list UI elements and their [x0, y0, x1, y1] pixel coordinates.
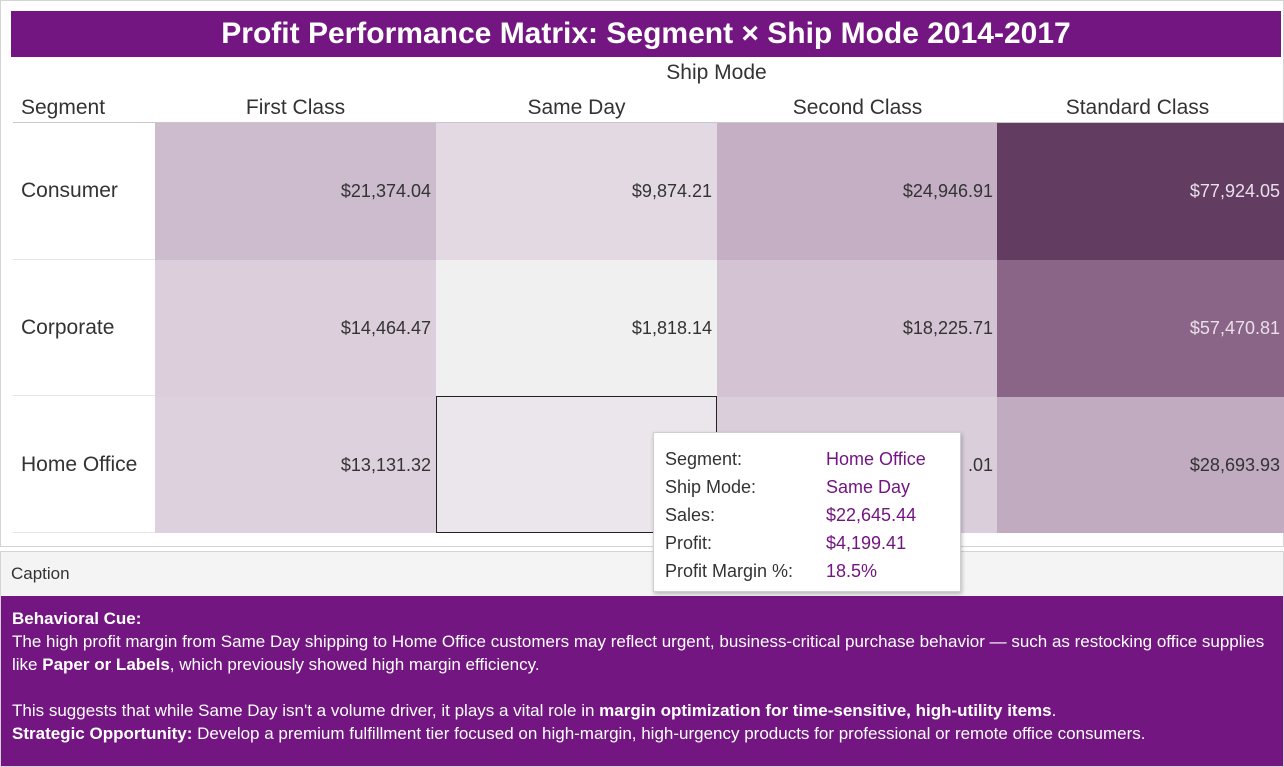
cell-consumer-second-class[interactable]: $24,946.91 [717, 123, 998, 260]
tooltip-row-profit-margin: Profit Margin %: 18.5% [665, 557, 960, 585]
tooltip-key: Profit Margin %: [665, 561, 794, 581]
tooltip-value: $4,199.41 [826, 533, 907, 553]
cell-home-office-first-class[interactable]: $13,131.32 [155, 397, 436, 533]
tooltip: Segment: Home Office Ship Mode: Same Day… [653, 432, 961, 592]
cell-consumer-standard-class[interactable]: $77,924.05 [997, 123, 1284, 260]
strategic-opportunity-text: Strategic Opportunity: Develop a premium… [12, 722, 1273, 745]
viz-panel: Profit Performance Matrix: Segment × Shi… [0, 0, 1284, 547]
suggestion-text: This suggests that while Same Day isn't … [12, 699, 1273, 722]
caption-panel: Caption Behavioral Cue: The high profit … [0, 551, 1284, 767]
strategic-label: Strategic Opportunity: [12, 724, 193, 743]
caption-body: Behavioral Cue: The high profit margin f… [1, 596, 1283, 766]
row-header-segment: Segment [21, 96, 106, 119]
p1-end: , which previously showed high margin ef… [169, 655, 540, 674]
tooltip-row-sales: Sales: $22,645.44 [665, 501, 960, 529]
chart-title: Profit Performance Matrix: Segment × Shi… [11, 11, 1281, 57]
cell-consumer-same-day[interactable]: $9,874.21 [436, 123, 717, 260]
row-divider [13, 532, 155, 533]
tooltip-value: Same Day [826, 477, 911, 497]
tooltip-row-profit: Profit: $4,199.41 [665, 529, 960, 557]
tooltip-value: 18.5% [826, 561, 878, 581]
column-group-label: Ship Mode [666, 61, 767, 84]
tooltip-key: Ship Mode: [665, 477, 757, 497]
cell-consumer-first-class[interactable]: $21,374.04 [155, 123, 436, 260]
p1-text: The high profit margin from Same Day shi… [12, 632, 1265, 674]
p1-bold: Paper or Labels [42, 655, 170, 674]
behavioral-cue-label: Behavioral Cue: [12, 609, 142, 628]
behavioral-cue-heading: Behavioral Cue: [12, 607, 1273, 630]
cell-corporate-same-day[interactable]: $1,818.14 [436, 260, 717, 397]
row-label-home-office[interactable]: Home Office [21, 453, 138, 476]
p2-bold: margin optimization for time-sensitive, … [599, 701, 1052, 720]
p2-end: . [1051, 701, 1057, 720]
cell-corporate-second-class[interactable]: $18,225.71 [717, 260, 998, 397]
strategic-text: Develop a premium fulfillment tier focus… [192, 724, 1146, 743]
tooltip-row-ship-mode: Ship Mode: Same Day [665, 473, 960, 501]
tooltip-key: Profit: [665, 533, 713, 553]
column-header-first-class[interactable]: First Class [245, 96, 346, 119]
row-label-consumer[interactable]: Consumer [21, 179, 118, 202]
column-header-second-class[interactable]: Second Class [792, 96, 923, 119]
paragraph-gap [12, 676, 1273, 699]
tooltip-value: $22,645.44 [826, 505, 917, 525]
caption-header: Caption [1, 552, 1283, 597]
column-header-standard-class[interactable]: Standard Class [1065, 96, 1210, 119]
tooltip-key: Segment: [665, 449, 743, 469]
column-header-same-day[interactable]: Same Day [527, 96, 626, 119]
row-label-corporate[interactable]: Corporate [21, 316, 115, 339]
tooltip-key: Sales: [665, 505, 716, 525]
tooltip-row-segment: Segment: Home Office [665, 445, 960, 473]
behavioral-cue-text: The high profit margin from Same Day shi… [12, 630, 1273, 676]
p2-text: This suggests that while Same Day isn't … [12, 701, 600, 720]
row-divider [13, 395, 155, 396]
cell-home-office-standard-class[interactable]: $28,693.93 [997, 397, 1284, 533]
cell-corporate-first-class[interactable]: $14,464.47 [155, 260, 436, 397]
row-divider [13, 259, 155, 260]
header-divider [13, 122, 1283, 123]
cell-corporate-standard-class[interactable]: $57,470.81 [997, 260, 1284, 397]
tooltip-value: Home Office [826, 449, 926, 469]
